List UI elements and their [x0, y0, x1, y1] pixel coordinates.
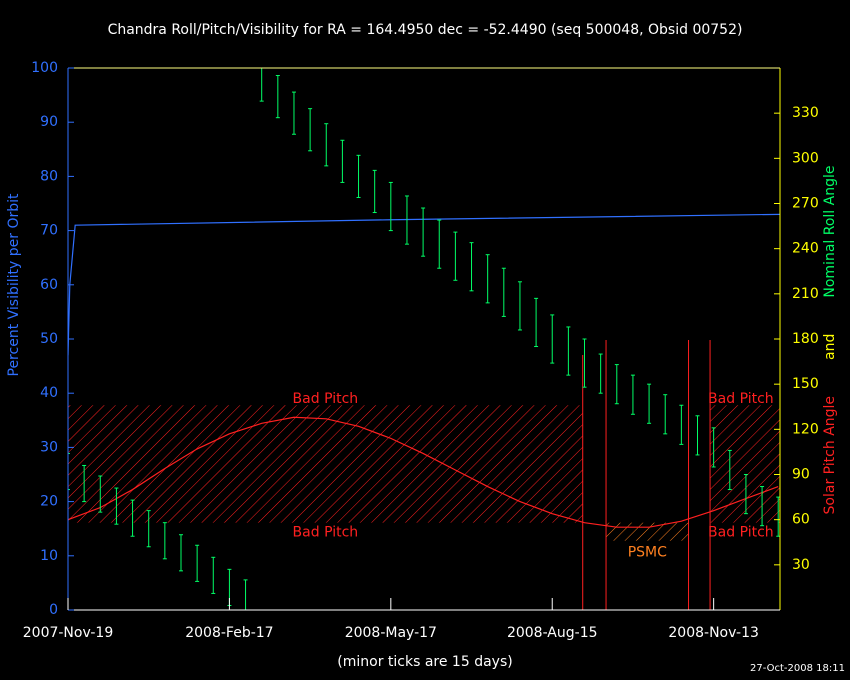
error-bar [68, 452, 70, 491]
error-bar [372, 169, 377, 214]
y-tick-label: 70 [40, 223, 58, 239]
x-tick-label: 2008-Feb-17 [185, 625, 273, 641]
region [710, 405, 780, 523]
error-bar [195, 544, 200, 582]
error-bar [485, 254, 490, 304]
error-bar [178, 534, 183, 572]
x-tick-label: 2008-May-17 [345, 625, 437, 641]
y2-axis-label-part: Nominal Roll Angle [822, 166, 838, 298]
error-bar [630, 374, 635, 415]
y2-tick-label: 150 [792, 376, 819, 392]
error-bar [550, 314, 555, 364]
plot-area [68, 68, 780, 610]
y-tick-label: 30 [40, 439, 58, 455]
y-tick-label: 80 [40, 168, 58, 184]
y2-tick-label: 120 [792, 421, 819, 437]
region [606, 522, 689, 541]
y-tick-label: 60 [40, 277, 58, 293]
error-bar [679, 404, 684, 445]
error-bar [469, 242, 474, 292]
error-bar [614, 364, 619, 405]
error-bar [743, 474, 748, 515]
error-bar [388, 181, 393, 232]
error-bar [695, 415, 700, 456]
error-bar [340, 139, 345, 183]
y2-tick-label: 330 [792, 105, 819, 121]
x-axis-label: (minor ticks are 15 days) [337, 654, 512, 670]
error-bar [534, 297, 539, 348]
region-label: Bad Pitch [708, 525, 774, 541]
y2-tick-label: 300 [792, 150, 819, 166]
error-bar [324, 123, 329, 167]
region-label: Bad Pitch [293, 525, 359, 541]
error-bar [114, 487, 119, 525]
x-tick-label: 2007-Nov-19 [23, 625, 114, 641]
error-bar [421, 207, 426, 257]
y-tick-label: 10 [40, 548, 58, 564]
y2-tick-label: 30 [792, 557, 810, 573]
error-bar [211, 556, 216, 594]
y-tick-label: 40 [40, 385, 58, 401]
region-label: Bad Pitch [293, 391, 359, 407]
error-bar [501, 267, 506, 317]
y2-tick-label: 210 [792, 286, 819, 302]
error-bar [356, 154, 361, 198]
y2-axis-label-part: Solar Pitch Angle [822, 396, 838, 515]
y-tick-label: 20 [40, 494, 58, 510]
error-bar [517, 281, 522, 331]
error-bar [404, 195, 409, 245]
series-line [68, 213, 780, 356]
x-tick-label: 2008-Nov-13 [668, 625, 759, 641]
error-bar [82, 464, 87, 503]
error-bar [727, 449, 732, 491]
y-tick-label: 50 [40, 331, 58, 347]
region-label: Bad Pitch [708, 391, 774, 407]
error-bar [291, 91, 296, 135]
y2-axis-label: Solar Pitch Angle and Nominal Roll Angle [822, 166, 838, 515]
y2-tick-label: 270 [792, 196, 819, 212]
x-tick-label: 2008-Aug-15 [507, 625, 598, 641]
error-bar [598, 353, 603, 394]
error-bar [259, 68, 264, 102]
error-bar [146, 510, 151, 548]
error-bar [437, 219, 442, 269]
y-tick-label: 100 [31, 60, 58, 76]
error-bar [130, 499, 135, 537]
y-axis-label: Percent Visibility per Orbit [6, 193, 22, 377]
error-bar [98, 475, 103, 513]
error-bar [453, 231, 458, 281]
timestamp: 27-Oct-2008 18:11 [750, 663, 845, 674]
y2-tick-label: 240 [792, 241, 819, 257]
series-line [68, 416, 779, 528]
error-bar [566, 326, 571, 376]
y2-tick-label: 60 [792, 512, 810, 528]
chart-title: Chandra Roll/Pitch/Visibility for RA = 1… [108, 22, 743, 38]
y2-axis-label-part: and [822, 334, 838, 360]
y-tick-label: 90 [40, 114, 58, 130]
error-bar [582, 338, 587, 388]
error-bar [162, 522, 167, 560]
region [68, 405, 583, 523]
error-bar [647, 383, 652, 424]
region-label: PSMC [628, 545, 667, 561]
error-bar [760, 486, 765, 527]
error-bar [275, 75, 280, 119]
error-bar [243, 579, 248, 610]
error-bar [711, 427, 716, 468]
y-tick-label: 0 [49, 602, 58, 618]
y2-tick-label: 180 [792, 331, 819, 347]
error-bar [308, 108, 313, 152]
error-bar [663, 394, 668, 435]
y2-tick-label: 90 [792, 467, 810, 483]
